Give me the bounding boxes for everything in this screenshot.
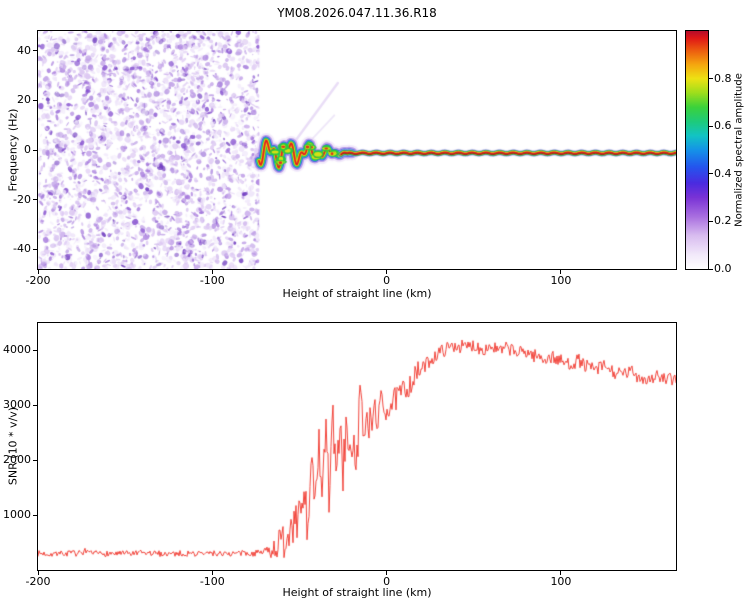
- tick-mark: [33, 514, 37, 516]
- snr-ylabel: SNR (10 * v/v): [6, 406, 20, 486]
- tick-mark: [211, 571, 213, 575]
- y-tick-label: 1000: [3, 508, 31, 522]
- x-tick-label: 0: [383, 274, 391, 287]
- y-tick-label: 3000: [3, 398, 31, 412]
- tick-mark: [33, 248, 37, 250]
- tick-mark: [37, 270, 39, 274]
- spectrogram-canvas: [38, 31, 676, 269]
- x-tick-label: -200: [25, 575, 51, 588]
- tick-mark: [33, 99, 37, 101]
- colorbar-tick-label: 0.2: [714, 214, 732, 228]
- tick-mark: [560, 571, 562, 575]
- x-tick-label: -200: [25, 274, 51, 287]
- snr-plot: [37, 322, 677, 571]
- colorbar-tick-label: 0.4: [714, 166, 732, 180]
- tick-mark: [33, 459, 37, 461]
- tick-mark: [709, 173, 713, 175]
- y-tick-label: -20: [13, 192, 31, 206]
- spectrogram-xlabel: Height of straight line (km): [282, 287, 432, 300]
- y-tick-label: 40: [17, 43, 31, 57]
- tick-mark: [33, 149, 37, 151]
- tick-mark: [33, 50, 37, 52]
- x-tick-label: 100: [550, 575, 572, 588]
- y-tick-label: 0: [24, 143, 31, 156]
- tick-mark: [33, 404, 37, 406]
- tick-mark: [386, 571, 388, 575]
- tick-mark: [709, 78, 713, 80]
- colorbar-tick-label: 0.6: [714, 119, 732, 133]
- y-tick-label: 20: [17, 93, 31, 107]
- tick-mark: [37, 571, 39, 575]
- tick-mark: [709, 268, 713, 270]
- y-tick-label: -40: [13, 242, 31, 256]
- colorbar-canvas: [686, 31, 708, 269]
- tick-mark: [211, 270, 213, 274]
- snr-xlabel: Height of straight line (km): [282, 586, 432, 599]
- spectrogram-plot: [37, 30, 677, 270]
- snr-canvas: [38, 323, 676, 570]
- x-tick-label: 0: [383, 575, 391, 588]
- x-tick-label: -100: [199, 575, 225, 588]
- colorbar-label: Normalized spectral amplitude: [733, 73, 745, 227]
- colorbar-tick-label: 0.0: [714, 262, 732, 275]
- figure-title: YM08.2026.047.11.36.R18: [277, 6, 437, 20]
- y-tick-label: 4000: [3, 343, 31, 357]
- tick-mark: [560, 270, 562, 274]
- tick-mark: [709, 125, 713, 127]
- tick-mark: [386, 270, 388, 274]
- colorbar-tick-label: 0.8: [714, 71, 732, 85]
- x-tick-label: 100: [550, 274, 572, 287]
- tick-mark: [709, 220, 713, 222]
- y-tick-label: 2000: [3, 453, 31, 467]
- x-tick-label: -100: [199, 274, 225, 287]
- tick-mark: [33, 199, 37, 201]
- tick-mark: [33, 349, 37, 351]
- colorbar: [685, 30, 709, 270]
